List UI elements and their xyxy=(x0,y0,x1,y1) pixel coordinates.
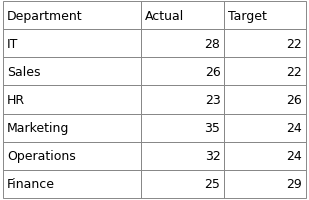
Bar xyxy=(3,142,141,170)
Bar xyxy=(3,170,141,198)
Text: HR: HR xyxy=(7,94,25,106)
Bar xyxy=(141,170,224,198)
Bar xyxy=(3,170,141,198)
Bar xyxy=(224,142,306,170)
Text: 25: 25 xyxy=(205,178,220,190)
Text: Finance: Finance xyxy=(7,178,55,190)
Text: 32: 32 xyxy=(205,150,220,162)
Text: 26: 26 xyxy=(205,66,220,78)
Text: 24: 24 xyxy=(286,122,302,134)
Text: 23: 23 xyxy=(205,94,220,106)
Bar xyxy=(224,114,306,142)
Bar xyxy=(141,30,224,58)
Bar xyxy=(224,58,306,86)
Bar xyxy=(224,2,306,30)
Bar xyxy=(141,58,224,86)
Text: IT: IT xyxy=(7,38,18,50)
Bar xyxy=(141,86,224,114)
Bar xyxy=(141,30,224,58)
Bar xyxy=(3,142,141,170)
Text: Sales: Sales xyxy=(7,66,40,78)
Bar xyxy=(224,86,306,114)
Bar xyxy=(3,86,141,114)
Bar xyxy=(3,114,141,142)
Bar xyxy=(141,2,224,30)
Bar xyxy=(141,142,224,170)
Bar xyxy=(224,170,306,198)
Bar xyxy=(224,30,306,58)
Text: 22: 22 xyxy=(286,66,302,78)
Bar xyxy=(3,2,141,30)
Bar xyxy=(141,2,224,30)
Text: 22: 22 xyxy=(286,38,302,50)
Bar xyxy=(3,30,141,58)
Bar xyxy=(3,58,141,86)
Text: Operations: Operations xyxy=(7,150,75,162)
Bar xyxy=(224,114,306,142)
Bar xyxy=(224,2,306,30)
Text: 28: 28 xyxy=(205,38,220,50)
Bar xyxy=(141,86,224,114)
Bar xyxy=(141,170,224,198)
Bar xyxy=(141,114,224,142)
Bar xyxy=(224,30,306,58)
Bar xyxy=(141,142,224,170)
Text: Target: Target xyxy=(228,10,267,22)
Bar xyxy=(224,86,306,114)
Bar xyxy=(3,86,141,114)
Text: Marketing: Marketing xyxy=(7,122,69,134)
Bar xyxy=(224,58,306,86)
Bar xyxy=(3,58,141,86)
Bar xyxy=(3,2,141,30)
Bar xyxy=(141,114,224,142)
Bar xyxy=(224,170,306,198)
Bar xyxy=(3,114,141,142)
Text: 29: 29 xyxy=(286,178,302,190)
Text: Department: Department xyxy=(7,10,83,22)
Bar xyxy=(224,142,306,170)
Text: 26: 26 xyxy=(286,94,302,106)
Bar xyxy=(3,30,141,58)
Text: 24: 24 xyxy=(286,150,302,162)
Bar xyxy=(141,58,224,86)
Text: 35: 35 xyxy=(205,122,220,134)
Text: Actual: Actual xyxy=(145,10,184,22)
